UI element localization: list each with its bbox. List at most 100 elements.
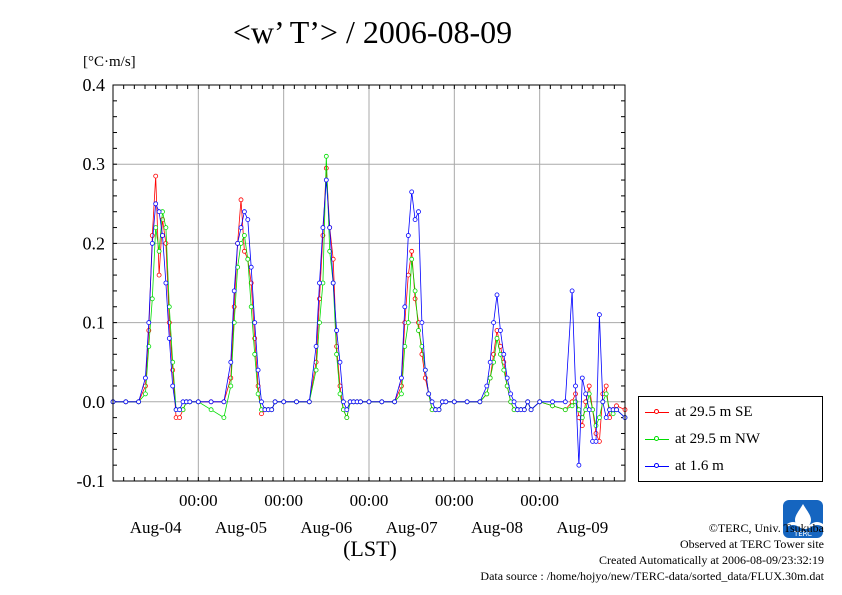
x-date-label: Aug-09 bbox=[556, 518, 608, 537]
data-point-2 bbox=[149, 240, 155, 246]
data-point-1 bbox=[484, 391, 490, 397]
data-point-2 bbox=[398, 375, 404, 381]
legend-entry-nw: at 29.5 m NW bbox=[645, 429, 760, 449]
logo-text: TERC bbox=[793, 530, 812, 538]
data-series-layer bbox=[110, 153, 628, 468]
data-point-2 bbox=[416, 209, 421, 215]
source-line: Data source : /home/hojyo/new/TERC-data/… bbox=[480, 569, 824, 583]
legend: at 29.5 m SE at 29.5 m NW at 1.6 m bbox=[638, 396, 823, 482]
data-point-1 bbox=[579, 415, 585, 421]
created-line: Created Automatically at 2006-08-09/23:3… bbox=[599, 553, 824, 567]
data-point-0 bbox=[579, 423, 585, 429]
data-point-2 bbox=[272, 399, 278, 405]
data-point-2 bbox=[245, 217, 251, 223]
data-point-0 bbox=[153, 173, 159, 179]
data-point-2 bbox=[317, 280, 322, 286]
data-point-1 bbox=[610, 411, 616, 417]
data-point-1 bbox=[156, 248, 162, 254]
chart-title: <w’ T’> / 2006-08-09 bbox=[232, 14, 513, 50]
data-point-0 bbox=[149, 233, 155, 238]
data-point-2 bbox=[344, 407, 350, 413]
y-tick-label: 0.4 bbox=[83, 75, 106, 95]
data-point-2 bbox=[576, 462, 582, 468]
data-point-1 bbox=[313, 367, 319, 373]
x-time-tick-label: 00:00 bbox=[520, 491, 559, 510]
data-point-2 bbox=[464, 399, 470, 405]
data-point-2 bbox=[550, 399, 555, 405]
data-point-2 bbox=[412, 217, 418, 223]
legend-label-nw: at 29.5 m NW bbox=[675, 430, 760, 447]
data-point-2 bbox=[422, 367, 428, 373]
y-axis-unit-label: [°C·m/s] bbox=[83, 54, 136, 70]
data-point-2 bbox=[409, 189, 415, 195]
x-time-tick-label: 00:00 bbox=[264, 491, 303, 510]
data-point-2 bbox=[484, 383, 490, 389]
data-point-0 bbox=[330, 256, 336, 262]
data-point-0 bbox=[337, 383, 343, 389]
data-point-2 bbox=[187, 399, 193, 405]
data-point-2 bbox=[252, 320, 258, 326]
data-point-2 bbox=[195, 399, 201, 405]
data-point-2 bbox=[320, 225, 326, 231]
data-point-2 bbox=[443, 399, 449, 405]
data-point-0 bbox=[241, 248, 247, 254]
data-point-2 bbox=[337, 359, 343, 365]
grid-lines bbox=[112, 84, 626, 482]
data-point-1 bbox=[597, 415, 602, 421]
data-point-1 bbox=[412, 288, 418, 294]
data-point-1 bbox=[398, 391, 404, 397]
data-point-0 bbox=[238, 197, 244, 203]
data-point-2 bbox=[228, 359, 234, 365]
data-point-2 bbox=[537, 399, 543, 405]
data-point-1 bbox=[248, 304, 254, 310]
data-point-2 bbox=[313, 343, 319, 349]
data-point-2 bbox=[562, 399, 568, 405]
legend-label-ground: at 1.6 m bbox=[675, 457, 724, 474]
data-point-1 bbox=[576, 407, 582, 413]
data-point-2 bbox=[259, 399, 264, 405]
data-point-2 bbox=[235, 240, 241, 246]
data-point-2 bbox=[392, 399, 398, 405]
data-point-2 bbox=[586, 407, 592, 413]
data-point-2 bbox=[504, 375, 510, 381]
data-point-2 bbox=[429, 399, 435, 405]
data-point-2 bbox=[491, 320, 497, 326]
data-point-2 bbox=[511, 399, 517, 405]
data-point-2 bbox=[170, 383, 176, 389]
data-point-2 bbox=[156, 209, 162, 215]
data-point-0 bbox=[398, 383, 404, 389]
data-point-1 bbox=[487, 375, 493, 381]
data-point-1 bbox=[241, 233, 247, 238]
legend-marker-se bbox=[645, 407, 669, 417]
data-point-2 bbox=[508, 391, 514, 397]
data-point-1 bbox=[409, 256, 415, 262]
data-point-2 bbox=[525, 399, 531, 405]
data-point-2 bbox=[208, 399, 214, 405]
data-point-2 bbox=[177, 407, 183, 413]
data-point-2 bbox=[334, 328, 340, 333]
data-point-2 bbox=[600, 399, 606, 405]
data-point-2 bbox=[451, 399, 457, 405]
data-point-2 bbox=[330, 280, 336, 286]
data-point-0 bbox=[317, 296, 322, 302]
data-point-2 bbox=[231, 288, 237, 294]
legend-entry-ground: at 1.6 m bbox=[645, 456, 724, 476]
data-point-1 bbox=[550, 403, 555, 409]
data-point-1 bbox=[245, 256, 251, 262]
data-point-2 bbox=[402, 304, 408, 310]
legend-marker-nw bbox=[645, 434, 669, 444]
x-time-tick-label: 00:00 bbox=[435, 491, 474, 510]
data-point-1 bbox=[149, 296, 155, 302]
data-point-2 bbox=[281, 399, 287, 405]
x-date-label: Aug-06 bbox=[300, 518, 352, 537]
data-point-0 bbox=[163, 240, 169, 246]
data-point-2 bbox=[497, 328, 503, 333]
data-point-1 bbox=[569, 403, 575, 409]
data-point-1 bbox=[231, 320, 237, 326]
data-point-1 bbox=[337, 391, 343, 397]
data-point-2 bbox=[569, 288, 575, 294]
data-point-2 bbox=[501, 351, 507, 357]
data-point-2 bbox=[436, 407, 442, 413]
data-point-2 bbox=[306, 399, 312, 405]
